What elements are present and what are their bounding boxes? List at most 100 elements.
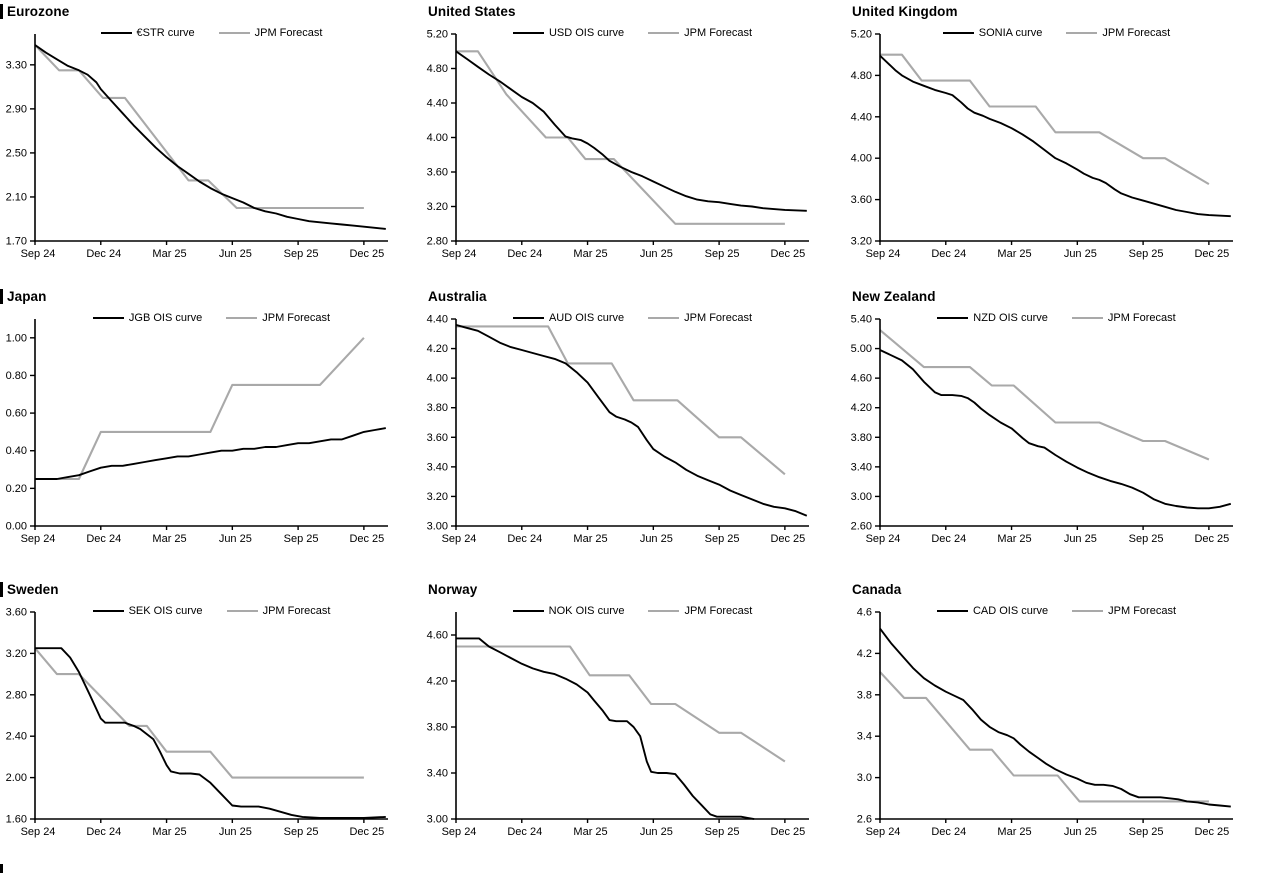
chart-area: 4.6 4.2 3.8 3.4 3.0 2.6 Sep 24 Dec 24 Mar 25 Jun …: [845, 598, 1264, 861]
svg-text:5.00: 5.00: [851, 343, 872, 355]
chart-area: 1.00 0.80 0.60 0.40 0.20 0.00 Sep 24 Dec 24 Mar …: [0, 305, 421, 568]
chart-title-bar: Canada: [845, 580, 1264, 598]
svg-text:3.20: 3.20: [427, 491, 448, 503]
svg-text:Dec 24: Dec 24: [86, 533, 121, 545]
svg-text:4.80: 4.80: [851, 70, 872, 82]
svg-text:Sep 25: Sep 25: [705, 826, 740, 838]
chart-panel: Norway 4.60 4.20 3.80 3.40 3.00 Sep 24 Dec 24 M…: [421, 570, 845, 873]
svg-text:Sep 25: Sep 25: [705, 248, 740, 260]
svg-text:Dec 25: Dec 25: [1194, 533, 1229, 545]
svg-text:Sep 24: Sep 24: [442, 248, 477, 260]
svg-text:2.10: 2.10: [6, 191, 27, 203]
chart-panel: Canada 4.6 4.2 3.8 3.4 3.0 2.6 Sep 24 Dec 24 Mar…: [845, 570, 1264, 873]
svg-text:4.40: 4.40: [427, 314, 448, 326]
svg-text:Dec 25: Dec 25: [349, 826, 384, 838]
chart-panel: Australia 4.40 4.20 4.00 3.80 3.60 3.40 3.20 3.…: [421, 285, 845, 570]
svg-text:3.20: 3.20: [427, 201, 448, 213]
svg-text:4.60: 4.60: [851, 373, 872, 385]
chart-title-bar: Norway: [421, 580, 845, 598]
svg-text:3.40: 3.40: [851, 461, 872, 473]
svg-text:Sep 24: Sep 24: [442, 826, 477, 838]
svg-text:1.70: 1.70: [6, 236, 27, 248]
svg-text:2.80: 2.80: [6, 689, 27, 701]
svg-text:Dec 24: Dec 24: [931, 248, 966, 260]
svg-text:2.40: 2.40: [6, 731, 27, 743]
chart-title: United States: [428, 3, 516, 19]
svg-text:Sep 24: Sep 24: [21, 533, 56, 545]
svg-text:Sep 25: Sep 25: [1129, 248, 1164, 260]
svg-text:Jun 25: Jun 25: [1064, 826, 1097, 838]
chart-area: 4.40 4.20 4.00 3.80 3.60 3.40 3.20 3.00 Sep 24 De…: [421, 305, 845, 568]
chart-panel: United Kingdom 5.20 4.80 4.40 4.00 3.60 3.20 S…: [845, 0, 1264, 285]
svg-text:Dec 25: Dec 25: [770, 826, 805, 838]
svg-text:Sep 24: Sep 24: [442, 533, 477, 545]
chart-title: Australia: [428, 288, 487, 304]
svg-text:Dec 24: Dec 24: [931, 826, 966, 838]
svg-text:3.4: 3.4: [857, 731, 872, 743]
chart-title: Canada: [852, 581, 902, 597]
chart-panel: United States 5.20 4.80 4.40 4.00 3.60 3.20 2.…: [421, 0, 845, 285]
svg-text:3.60: 3.60: [851, 194, 872, 206]
chart-title-bar: United States: [421, 2, 845, 20]
svg-text:2.90: 2.90: [6, 103, 27, 115]
svg-text:Jun 25: Jun 25: [219, 826, 252, 838]
chart-area: 5.20 4.80 4.40 4.00 3.60 3.20 Sep 24 Dec 24 Mar …: [845, 20, 1264, 283]
svg-text:Dec 24: Dec 24: [86, 826, 121, 838]
svg-text:3.30: 3.30: [6, 59, 27, 71]
chart-title: Sweden: [7, 581, 59, 597]
svg-text:Dec 25: Dec 25: [1194, 826, 1229, 838]
svg-text:5.20: 5.20: [851, 29, 872, 41]
svg-text:3.00: 3.00: [427, 814, 448, 826]
svg-text:Dec 25: Dec 25: [349, 248, 384, 260]
svg-text:Dec 25: Dec 25: [770, 533, 805, 545]
svg-text:3.80: 3.80: [427, 722, 448, 734]
svg-text:0.80: 0.80: [6, 370, 27, 382]
chart-title-bar: New Zealand: [845, 287, 1264, 305]
svg-text:Sep 25: Sep 25: [284, 248, 319, 260]
svg-text:1.60: 1.60: [6, 814, 27, 826]
section-marker-partial: [0, 864, 3, 873]
chart-panel: Sweden 3.60 3.20 2.80 2.40 2.00 1.60 Sep 24 Dec…: [0, 570, 421, 873]
svg-text:4.40: 4.40: [427, 98, 448, 110]
svg-text:2.80: 2.80: [427, 236, 448, 248]
svg-text:5.20: 5.20: [427, 29, 448, 41]
svg-text:4.40: 4.40: [851, 111, 872, 123]
svg-text:Jun 25: Jun 25: [1064, 533, 1097, 545]
chart-title-bar: Australia: [421, 287, 845, 305]
svg-text:Sep 24: Sep 24: [866, 533, 901, 545]
chart-title: Japan: [7, 288, 47, 304]
svg-text:3.0: 3.0: [857, 772, 872, 784]
chart-title-bar: Eurozone: [0, 2, 421, 20]
svg-text:Sep 25: Sep 25: [705, 533, 740, 545]
svg-text:4.00: 4.00: [427, 132, 448, 144]
svg-text:Jun 25: Jun 25: [219, 533, 252, 545]
chart-title: New Zealand: [852, 288, 936, 304]
svg-text:3.80: 3.80: [851, 432, 872, 444]
svg-text:5.40: 5.40: [851, 314, 872, 326]
svg-text:Dec 25: Dec 25: [770, 248, 805, 260]
chart-area: 5.20 4.80 4.40 4.00 3.60 3.20 2.80 Sep 24 Dec 24…: [421, 20, 845, 283]
svg-text:4.2: 4.2: [857, 648, 872, 660]
svg-text:4.20: 4.20: [427, 676, 448, 688]
svg-text:Sep 24: Sep 24: [866, 826, 901, 838]
svg-text:Sep 25: Sep 25: [1129, 826, 1164, 838]
svg-text:3.20: 3.20: [6, 648, 27, 660]
svg-text:Mar 25: Mar 25: [997, 826, 1031, 838]
svg-text:Dec 24: Dec 24: [931, 533, 966, 545]
svg-text:3.40: 3.40: [427, 768, 448, 780]
svg-text:Dec 25: Dec 25: [1194, 248, 1229, 260]
svg-text:Jun 25: Jun 25: [219, 248, 252, 260]
svg-text:4.00: 4.00: [427, 373, 448, 385]
svg-text:3.60: 3.60: [6, 607, 27, 619]
svg-text:Jun 25: Jun 25: [1064, 248, 1097, 260]
svg-text:Sep 25: Sep 25: [284, 826, 319, 838]
svg-text:4.60: 4.60: [427, 630, 448, 642]
svg-text:4.20: 4.20: [851, 402, 872, 414]
svg-text:0.00: 0.00: [6, 521, 27, 533]
section-marker: [0, 3, 3, 19]
section-marker: [0, 581, 3, 597]
